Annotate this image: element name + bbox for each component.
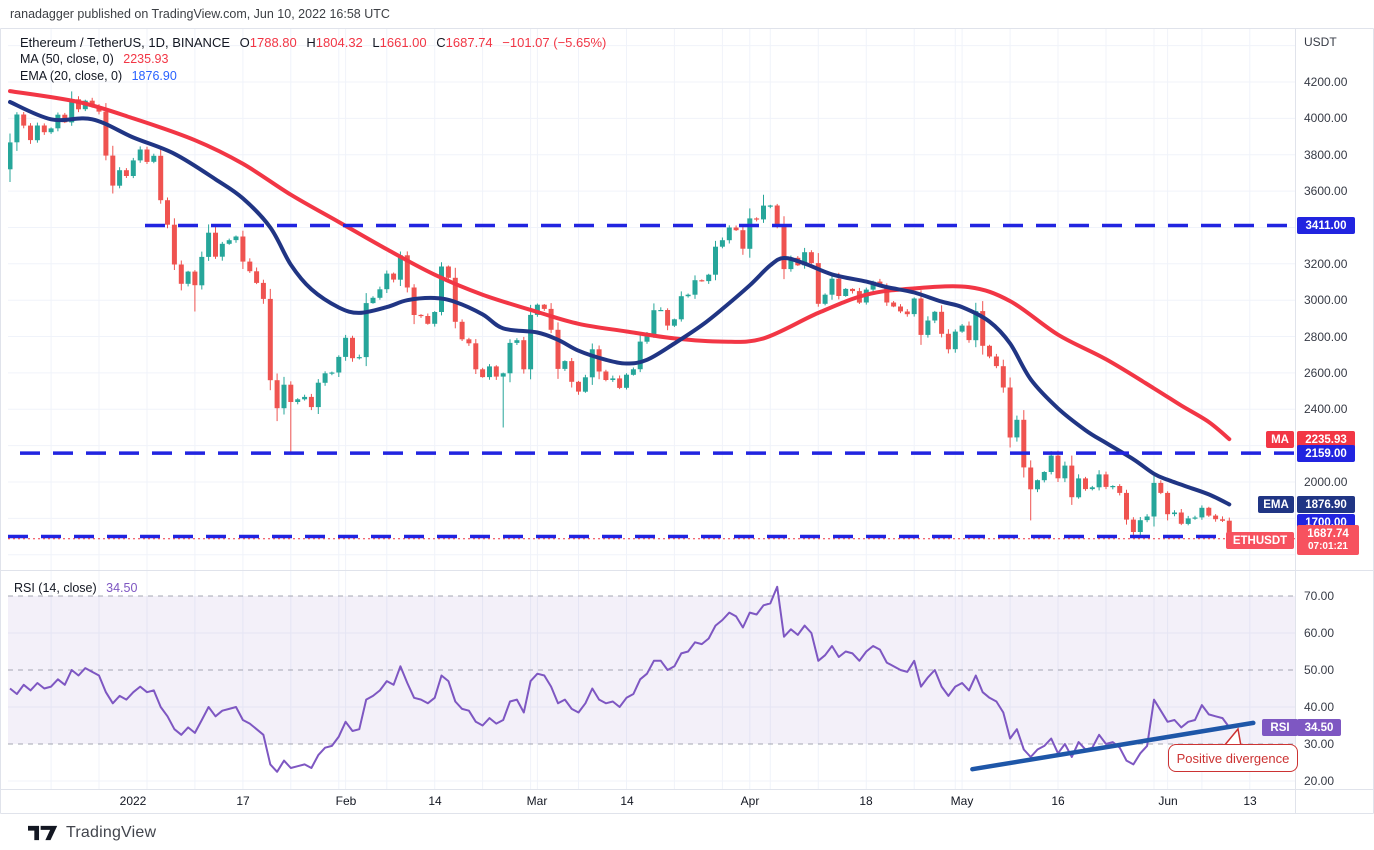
time-axis-label: 17 [236,794,250,808]
open-label: O [239,35,250,50]
chip-ema-value: EMA [1258,496,1294,513]
bar-countdown: 07:01:21 [1307,541,1348,552]
time-axis-label: Apr [740,794,760,808]
rsi-line [9,585,1231,773]
publish-info-bar: ranadagger published on TradingView.com,… [0,0,1374,28]
rsi-axis-label: 70.00 [1304,589,1335,603]
rsi-band [8,595,1295,745]
time-axis-label: Feb [335,794,357,808]
chip-rsi: RSI [1262,719,1298,736]
rsi-trendline[interactable] [970,720,1256,772]
price-axis-label: 3800.00 [1304,148,1348,162]
time-axis-label: 16 [1051,794,1065,808]
rsi-legend-value: 34.50 [106,581,138,595]
rsi-axis-label: 50.00 [1304,663,1335,677]
callout-tail [1223,727,1242,747]
time-axis-label: 14 [428,794,442,808]
time-axis-label: Jun [1158,794,1178,808]
rsi-axis-label: 40.00 [1304,700,1335,714]
tradingview-logo-icon [28,825,58,841]
price-axis-label: 2000.00 [1304,475,1348,489]
ema20-line [8,100,1232,507]
price-axis-label: 3600.00 [1304,184,1348,198]
badge-level-3411: 3411.00 [1297,217,1355,234]
price-axis-label: 2800.00 [1304,330,1348,344]
currency-label: USDT [1304,35,1337,49]
callout-text: Positive divergence [1176,750,1290,766]
price-axis-label: 4200.00 [1304,75,1348,89]
time-axis-label: 2022 [119,794,147,808]
price-axis-label: 3200.00 [1304,257,1348,271]
high-label: H [306,35,316,50]
rsi-axis-label: 20.00 [1304,774,1335,788]
symbol-title: Ethereum / TetherUS, 1D, BINANCE [20,35,231,50]
ema-legend[interactable]: EMA (20, close, 0) 1876.90 [20,69,183,83]
time-axis-label: 14 [620,794,634,808]
rsi-axis-label: 30.00 [1304,737,1335,751]
time-axis-label: 18 [859,794,873,808]
time-axis-label: 13 [1243,794,1257,808]
candlestick-series [8,91,1232,544]
support-resistance-lines[interactable] [8,223,1295,539]
price-axis-label: 3000.00 [1304,293,1348,307]
badge-ma-value: 2235.93 [1297,431,1355,448]
rsi-legend-label: RSI (14, close) [14,581,97,595]
last-price-value: 1687.74 [1307,528,1349,540]
time-axis-label: May [950,794,974,808]
ema-legend-label: EMA (20, close, 0) [20,69,123,83]
ma-legend-label: MA (50, close, 0) [20,52,114,66]
positive-divergence-callout[interactable]: Positive divergence [1168,744,1298,772]
low-value: 1661.00 [379,35,427,50]
tradingview-logo-text: TradingView [66,824,157,841]
publish-info-text: ranadagger published on TradingView.com,… [10,7,390,21]
change-value: −101.07 (−5.65%) [502,35,607,50]
price-axis-label: 2400.00 [1304,402,1348,416]
pane-frame [0,28,1374,814]
badge-level-2159: 2159.00 [1297,445,1355,462]
ema-legend-value: 1876.90 [131,69,177,83]
open-value: 1788.80 [249,35,297,50]
rsi-axis-label: 60.00 [1304,626,1335,640]
close-label: C [436,35,446,50]
symbol-legend[interactable]: Ethereum / TetherUS, 1D, BINANCE O1788.8… [20,35,612,50]
price-axis-label: 2600.00 [1304,366,1348,380]
ma-legend[interactable]: MA (50, close, 0) 2235.93 [20,52,174,66]
ma50-line [8,89,1232,442]
tradingview-logo[interactable]: TradingView [28,820,156,846]
chip-ma-value: MA [1266,431,1294,448]
badge-last-price: 1687.74 07:01:21 [1297,525,1359,555]
ma-legend-value: 2235.93 [123,52,169,66]
close-value: 1687.74 [445,35,493,50]
rsi-legend[interactable]: RSI (14, close) 34.50 [14,581,143,595]
low-label: L [372,35,380,50]
time-axis-label: Mar [526,794,548,808]
price-axis-label: 4000.00 [1304,111,1348,125]
badge-rsi-value: 34.50 [1297,719,1341,736]
high-value: 1804.32 [315,35,363,50]
chip-last-price: ETHUSDT [1226,532,1294,549]
badge-ema-value: 1876.90 [1297,496,1355,513]
